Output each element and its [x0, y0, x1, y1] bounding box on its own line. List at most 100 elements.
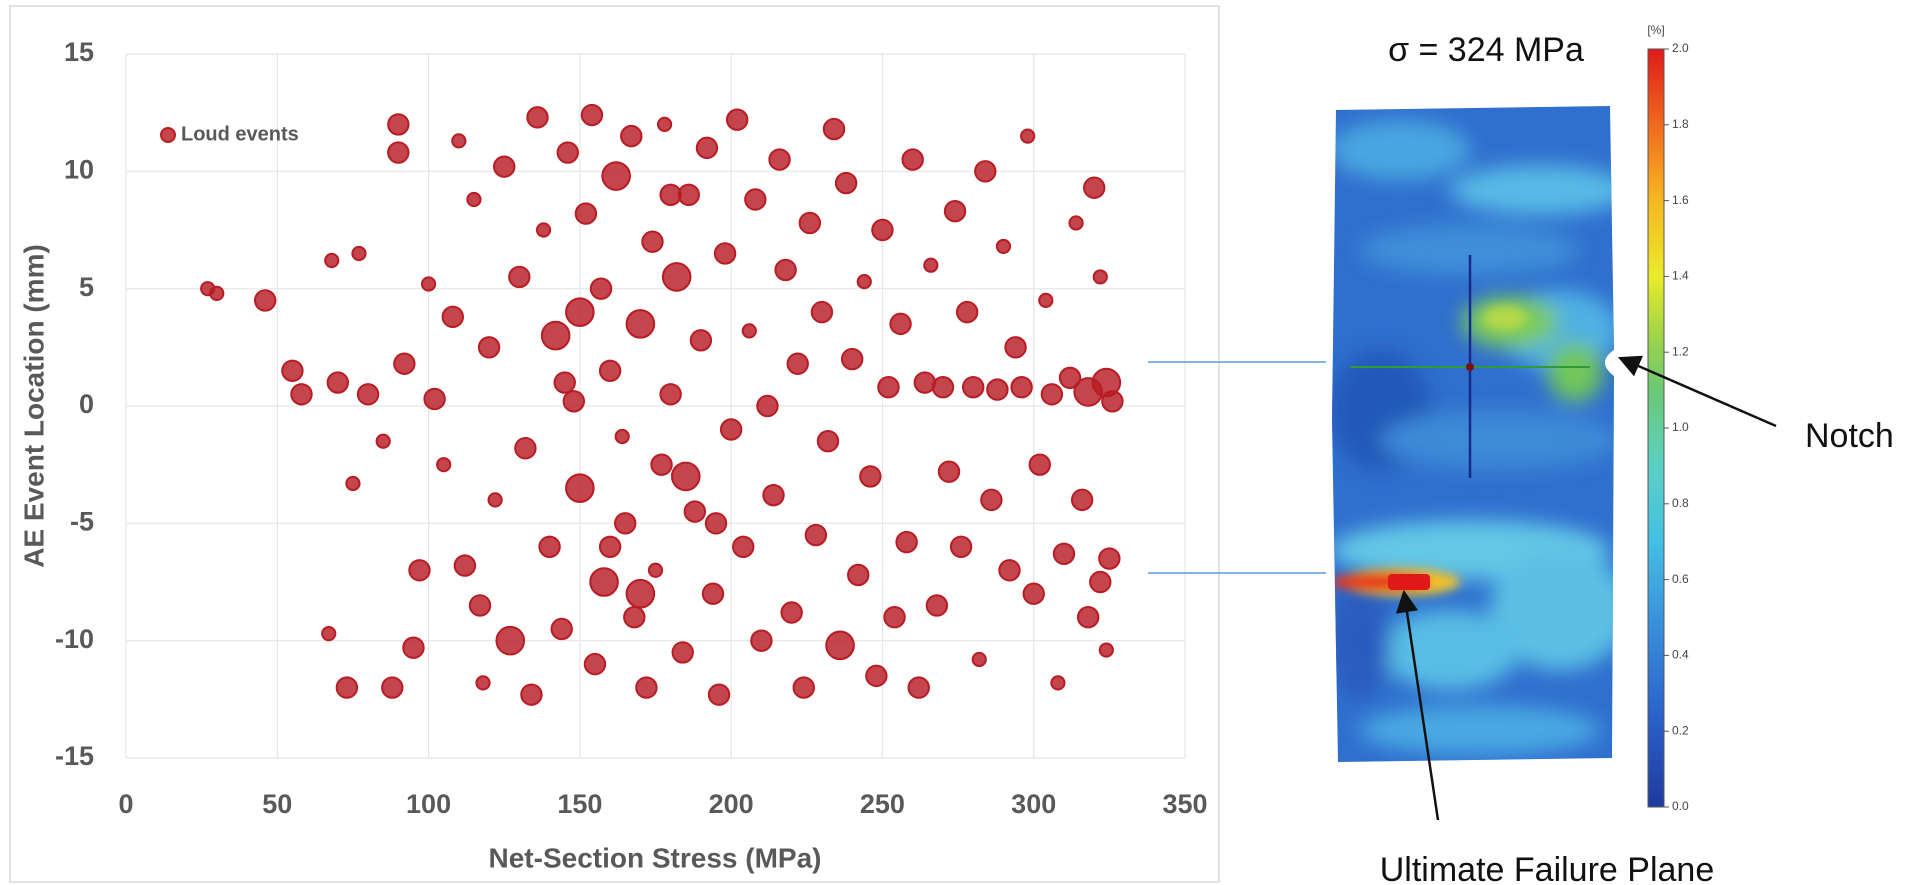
data-point [943, 200, 967, 223]
data-point [565, 473, 595, 503]
data-point [387, 113, 410, 136]
strain-map-image [1332, 106, 1614, 762]
colorbar-tick-label: 0.2 [1672, 723, 1689, 737]
data-point [508, 265, 531, 289]
data-point [614, 428, 630, 445]
data-point [925, 594, 949, 617]
x-tick-label: 50 [262, 789, 292, 819]
data-point [281, 359, 304, 382]
data-point [707, 683, 731, 706]
colorbar-tick-label: 1.0 [1672, 420, 1689, 434]
data-point [962, 376, 985, 399]
data-point [995, 238, 1012, 255]
data-point [1076, 606, 1100, 629]
data-point [750, 629, 773, 652]
colorbar-tick-label: 0.8 [1672, 496, 1689, 510]
annotation: Ultimate Failure Plane [1380, 851, 1714, 885]
colorbar-tick-label: 1.2 [1672, 344, 1689, 358]
data-point [620, 124, 643, 148]
data-point [356, 383, 380, 406]
x-axis-title: Net-Section Stress (MPa) [489, 842, 822, 873]
y-tick-label: 0 [79, 389, 94, 419]
data-point [408, 559, 431, 582]
notch-cut [1605, 350, 1614, 376]
data-point [768, 148, 791, 171]
data-point [732, 535, 755, 558]
y-tick-label: 15 [64, 37, 94, 67]
colorbar-tick-label: 0.6 [1672, 572, 1689, 586]
data-point [949, 535, 973, 558]
y-axis-title: AE Event Location (mm) [18, 244, 49, 568]
data-point [1101, 390, 1124, 413]
x-tick-label: 100 [406, 789, 451, 819]
data-point [762, 483, 785, 507]
x-tick-label: 350 [1162, 789, 1207, 819]
data-point [387, 141, 410, 164]
data-point [871, 218, 894, 242]
data-point [671, 641, 694, 664]
data-point [744, 188, 767, 211]
data-point [792, 676, 815, 699]
data-point [798, 211, 822, 235]
data-point [641, 230, 664, 253]
colorbar-label: [%] [1647, 23, 1664, 37]
data-point [659, 383, 682, 406]
x-tick-label: 150 [557, 789, 602, 819]
x-tick-label: 200 [709, 789, 754, 819]
data-point [381, 676, 404, 699]
data-point [614, 512, 637, 535]
data-point [393, 352, 416, 375]
data-point [475, 675, 491, 691]
y-tick-label: -5 [70, 506, 94, 536]
data-point [1040, 383, 1064, 406]
data-point [635, 676, 658, 699]
data-point [253, 289, 277, 312]
x-tick-label: 250 [860, 789, 905, 819]
data-point [326, 371, 349, 394]
colorbar-tick-label: 1.6 [1672, 193, 1689, 207]
y-tick-label: -10 [55, 624, 94, 654]
data-point [1020, 128, 1036, 144]
data-point [562, 390, 586, 413]
strain-map-title: σ = 324 MPa [1388, 31, 1584, 69]
data-point [589, 567, 619, 597]
data-point [804, 523, 828, 547]
data-point [780, 601, 803, 624]
data-point [822, 117, 846, 141]
data-point [321, 626, 337, 642]
data-point [1098, 547, 1121, 570]
x-tick-label: 0 [118, 789, 133, 819]
data-point [1058, 366, 1082, 390]
data-point [756, 394, 779, 418]
data-point [907, 676, 930, 699]
data-point [859, 465, 882, 488]
data-point [436, 457, 452, 473]
data-point [825, 630, 855, 661]
data-point [1089, 570, 1112, 594]
colorbar [1647, 48, 1665, 808]
data-point [540, 320, 571, 351]
data-point [209, 285, 225, 301]
data-point [955, 300, 979, 324]
y-tick-label: -15 [55, 741, 94, 771]
data-point [725, 108, 749, 131]
data-point [375, 433, 391, 449]
data-point [889, 312, 912, 336]
data-point [877, 376, 900, 399]
data-point [423, 387, 446, 411]
data-point [550, 617, 573, 641]
data-point [466, 191, 482, 208]
data-point [625, 309, 656, 339]
data-point [713, 242, 737, 265]
data-point [1083, 176, 1106, 199]
data-point [895, 530, 918, 554]
data-point [974, 160, 997, 183]
data-point [719, 418, 743, 441]
data-point [647, 562, 664, 578]
data-point [402, 636, 425, 659]
data-point [816, 430, 840, 453]
y-tick-label: 10 [64, 154, 94, 184]
colorbar-tick-label: 0.4 [1672, 648, 1689, 662]
data-point [704, 512, 728, 535]
data-point [1068, 215, 1084, 231]
